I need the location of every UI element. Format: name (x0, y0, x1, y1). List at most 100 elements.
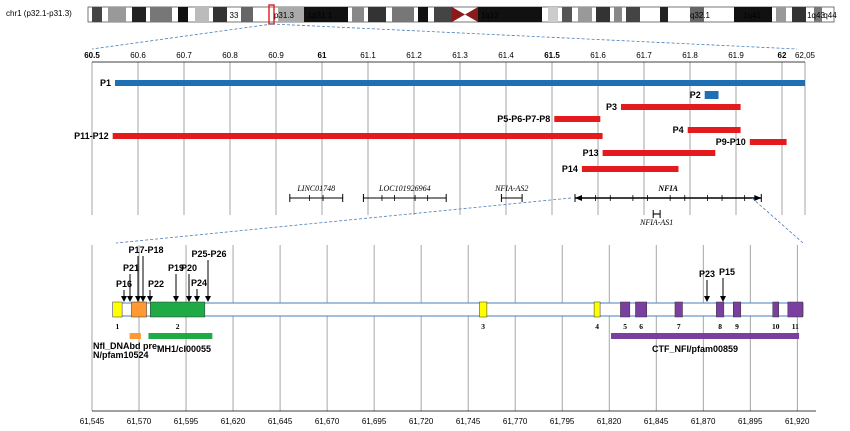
top-tick-label: 61.2 (406, 51, 422, 60)
exon-track: 1 2 3 4 5 6 7 8 9 10 11 (112, 301, 804, 331)
promoter-label-p2: P2 (690, 90, 701, 100)
inner-promoter-label-p17-p18: P17-P18 (128, 245, 163, 255)
chromosome-band-q32.1: q32.1 (690, 11, 711, 20)
inner-promoter-arrowhead (173, 296, 179, 302)
exon-number-8: 8 (718, 322, 722, 331)
inner-promoter-label-p16: P16 (116, 279, 132, 289)
bottom-tick-label: 61,770 (503, 417, 528, 426)
bottom-axis-ticks: 61,545 61,570 61,595 61,620 61,645 61,670 61,6… (80, 417, 810, 426)
gene-label-loc101926964: LOC101926964 (378, 184, 431, 193)
exon-number-6: 6 (639, 322, 643, 331)
top-tick-label: 62 (778, 51, 787, 60)
bottom-tick-label: 61,720 (409, 417, 434, 426)
exon-6 (635, 301, 648, 318)
gene-arrow-left (575, 195, 582, 201)
promoter-label-p9-p10: P9-P10 (716, 137, 746, 147)
exon-9 (733, 301, 742, 318)
domain-label: NfI_DNAbd pre-N/pfam10524 (93, 341, 160, 360)
promoter-label-p4: P4 (673, 125, 684, 135)
exon-8 (716, 301, 725, 318)
promoter-label-p5-p6-p7-p8: P5-P6-P7-P8 (497, 114, 550, 124)
exon-3 (479, 301, 488, 318)
promoter-bar-p5-p6-p7-p8 (554, 116, 601, 122)
domain-label: MH1/cl00055 (157, 344, 211, 354)
inner-promoter-label-p25-p26: P25-P26 (191, 249, 226, 259)
bottom-tick-label: 61,745 (456, 417, 481, 426)
inner-promoter-arrowhead (135, 296, 141, 302)
top-tick-label: 61 (318, 51, 327, 60)
domain-bar (129, 333, 141, 339)
domain-label-line: N/pfam10524 (93, 350, 149, 360)
zoom-guide-2-left (115, 197, 572, 244)
promoter-tracks: P1 P2 P3 P5-P6-P7-P8 P11-P12 P4 P9-P10 P13 P14 (74, 78, 805, 174)
chromosome-band-q44: q44 (823, 11, 837, 20)
exon-number-2: 2 (176, 322, 180, 331)
top-axis-ticks: 60.5 60.6 60.7 60.8 60.9 61 61.1 61.2 61.3 61.4 61… (84, 51, 815, 60)
promoter-bar-p1 (115, 80, 805, 86)
exon-number-4: 4 (595, 322, 599, 331)
exon-number-7: 7 (677, 322, 681, 331)
exon-number-5: 5 (623, 322, 627, 331)
top-tick-label: 61.1 (360, 51, 376, 60)
zoom-guide-left (91, 23, 273, 50)
zoom-guide-right (271, 23, 798, 50)
bottom-tick-label: 61,845 (644, 417, 669, 426)
top-tick-label: 60.7 (176, 51, 192, 60)
domain-bar (611, 333, 800, 339)
exon-number-10: 10 (772, 322, 780, 331)
top-tick-label: 62,05 (795, 51, 816, 60)
exon-number-9: 9 (735, 322, 739, 331)
gene-arrow-right (754, 195, 762, 201)
exon-number-3: 3 (481, 322, 485, 331)
promoter-bar-p11-p12 (112, 133, 603, 139)
chromosome-band-1q41: 1q41 (743, 11, 761, 20)
inner-promoter-arrowhead (186, 296, 192, 302)
promoter-label-p13: P13 (583, 148, 599, 158)
bottom-tick-label: 61,695 (362, 417, 387, 426)
inner-promoter-label-p19: P19 (168, 263, 184, 273)
inner-promoter-arrowhead (720, 296, 726, 302)
inner-promoter-label-p20: P20 (181, 263, 197, 273)
domain-label-line: NfI_DNAbd pre- (93, 341, 160, 351)
gene-label-linc01748: LINC01748 (296, 184, 335, 193)
exon-7 (674, 301, 683, 318)
promoter-bar-p13 (602, 150, 716, 156)
inner-promoter-arrowhead (194, 296, 200, 302)
domain-bar (148, 333, 213, 339)
zoom-guide-2-right (751, 197, 804, 244)
top-tick-label: 61.5 (544, 51, 560, 60)
exon-1b (131, 301, 147, 318)
inner-promoter-arrowhead (147, 296, 153, 302)
exon-1 (112, 301, 123, 318)
bottom-tick-label: 61,620 (221, 417, 246, 426)
chromosome-band-1p31.1: 1p31.1 (308, 11, 333, 20)
bottom-tick-label: 61,870 (691, 417, 716, 426)
top-tick-label: 61.8 (682, 51, 698, 60)
exon-4 (593, 301, 601, 318)
promoter-bar-p4 (687, 127, 741, 133)
inner-promoter-arrowhead (704, 296, 710, 302)
inner-promoter-arrowhead (140, 296, 146, 302)
gene-label-nfia-as1: NFIA-AS1 (639, 218, 673, 227)
promoter-bar-p9-p10 (749, 139, 787, 145)
chromosome-band-p31.3: p31.3 (274, 11, 295, 20)
promoter-bar-p2 (704, 91, 719, 99)
exon-number-1: 1 (116, 322, 120, 331)
top-tick-label: 61.3 (452, 51, 468, 60)
chromosome-band-1q43: 1q43 (807, 11, 825, 20)
inner-promoter-label-p21: P21 (123, 263, 139, 273)
domain-label: CTF_NFI/pfam00859 (652, 344, 738, 354)
gene-label-nfia-as2: NFIA-AS2 (494, 184, 528, 193)
bottom-tick-label: 61,545 (80, 417, 105, 426)
exon-5 (620, 301, 631, 318)
chromosome-band-1q12: 1q12 (481, 11, 499, 20)
inner-promoter-label-p24: P24 (191, 278, 207, 288)
bottom-tick-label: 61,920 (785, 417, 810, 426)
top-tick-label: 61.9 (728, 51, 744, 60)
bottom-tick-label: 61,670 (315, 417, 340, 426)
promoter-label-p11-p12: P11-P12 (74, 131, 109, 141)
